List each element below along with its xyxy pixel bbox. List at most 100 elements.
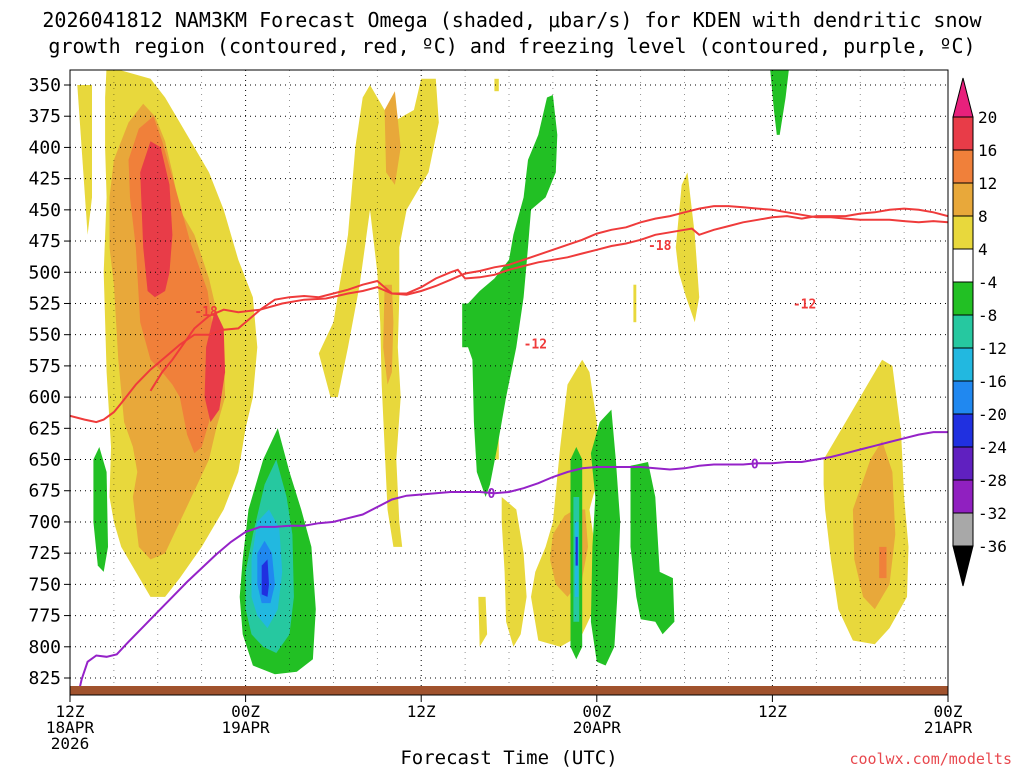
colorbar-label-10: -24 xyxy=(978,438,1007,457)
colorbar-box-4 xyxy=(952,215,974,250)
colorbar-box-5 xyxy=(952,248,974,283)
plot-frame xyxy=(69,69,949,696)
chart-title-line1: 2026041812 NAM3KM Forecast Omega (shaded… xyxy=(42,8,982,32)
omega-region-19 xyxy=(204,309,226,423)
omega-region-20 xyxy=(93,447,108,572)
colorbar-box-10 xyxy=(952,413,974,448)
colorbar-label-4: 4 xyxy=(978,240,988,259)
y-tick-label-375: 375 xyxy=(28,106,61,127)
y-tick-label-700: 700 xyxy=(28,512,61,533)
omega-region-12 xyxy=(384,91,401,185)
gridlines xyxy=(70,70,948,695)
colorbar-box-2 xyxy=(952,149,974,184)
colorbar-box-11 xyxy=(952,446,974,481)
colorbar-label-6: -8 xyxy=(978,306,997,325)
omega-region-6 xyxy=(501,497,527,647)
contour-label--18-1: -18 xyxy=(648,239,672,254)
omega-region-0 xyxy=(77,85,92,235)
contour-lines: -18 -18 -12 -12 0 0 xyxy=(70,205,948,695)
y-tick-label-400: 400 xyxy=(28,137,61,158)
colorbar-label-13: -36 xyxy=(978,537,1007,556)
y-tick-label-825: 825 xyxy=(28,668,61,689)
colorbar-box-3 xyxy=(952,182,974,217)
colorbar: 20 16 12 8 4 -4 -8 -12 -16 -20 -24 -28 -32 -36 xyxy=(952,77,1007,587)
omega-region-24 xyxy=(590,409,621,666)
contour-label-0-1: 0 xyxy=(751,457,759,472)
terrain-strip xyxy=(70,686,948,695)
x-tick-label-12-1: 19APR xyxy=(222,718,271,737)
y-tick-label-550: 550 xyxy=(28,325,61,346)
colorbar-bottom-arrow xyxy=(952,545,974,587)
contour-label--12-0: -12 xyxy=(524,337,547,352)
y-tick-label-675: 675 xyxy=(28,481,61,502)
y-tick-label-800: 800 xyxy=(28,637,61,658)
colorbar-label-8: -16 xyxy=(978,372,1007,391)
x-axis-title: Forecast Time (UTC) xyxy=(400,747,617,768)
y-tick-label-625: 625 xyxy=(28,418,61,439)
x-tick-label-0-0: 12Z xyxy=(56,702,85,721)
colorbar-label-3: 8 xyxy=(978,207,988,226)
omega-region-17 xyxy=(879,546,887,579)
colorbar-label-11: -28 xyxy=(978,471,1007,490)
x-tick-label-48-0: 12Z xyxy=(758,702,787,721)
y-tick-label-600: 600 xyxy=(28,387,61,408)
colorbar-box-8 xyxy=(952,347,974,382)
y-tick-label-650: 650 xyxy=(28,450,61,471)
contour-line-0 xyxy=(76,431,948,695)
y-tick-label-350: 350 xyxy=(28,75,61,96)
chart-title-line2: growth region (contoured, red, ºC) and f… xyxy=(48,34,975,58)
y-tick-label-725: 725 xyxy=(28,543,61,564)
colorbar-box-13 xyxy=(952,512,974,547)
omega-region-22 xyxy=(462,95,558,497)
omega-region-25 xyxy=(630,462,675,635)
y-tick-label-575: 575 xyxy=(28,356,61,377)
omega-region-2 xyxy=(318,78,439,547)
colorbar-top-arrow xyxy=(952,77,974,118)
colorbar-label-5: -4 xyxy=(978,273,997,292)
colorbar-label-12: -32 xyxy=(978,504,1007,523)
y-tick-label-750: 750 xyxy=(28,574,61,595)
omega-region-26 xyxy=(770,70,789,135)
omega-region-8 xyxy=(633,284,637,323)
omega-region-32 xyxy=(261,559,269,597)
omega-region-3 xyxy=(494,78,499,92)
x-tick-label-60-1: 21APR xyxy=(924,718,973,737)
omega-region-13 xyxy=(383,284,394,385)
omega-region-33 xyxy=(575,536,578,566)
plot-area: -18 -18 -12 -12 0 0 xyxy=(69,69,949,696)
y-tick-label-450: 450 xyxy=(28,200,61,221)
contour-label-0-0: 0 xyxy=(488,487,496,502)
colorbar-box-12 xyxy=(952,479,974,514)
colorbar-box-7 xyxy=(952,314,974,349)
colorbar-label-7: -12 xyxy=(978,339,1007,358)
omega-region-18 xyxy=(140,141,173,298)
colorbar-label-1: 16 xyxy=(978,141,997,160)
x-tick-label-0-2: 2026 xyxy=(51,734,90,753)
y-tick-label-475: 475 xyxy=(28,231,61,252)
colorbar-box-9 xyxy=(952,380,974,415)
omega-region-9 xyxy=(675,172,700,323)
colorbar-label-2: 12 xyxy=(978,174,997,193)
colorbar-box-6 xyxy=(952,281,974,316)
contour-line--18 xyxy=(149,205,948,392)
y-tick-label-425: 425 xyxy=(28,169,61,190)
x-tick-label-36-0: 00Z xyxy=(582,702,611,721)
omega-region-5 xyxy=(478,596,488,647)
x-tick-label-0-1: 18APR xyxy=(46,718,95,737)
x-tick-label-12-0: 00Z xyxy=(231,702,260,721)
y-tick-label-500: 500 xyxy=(28,262,61,283)
y-axis: 350 375 400 425 450 475 500 525 550 575 600 625 650 6… xyxy=(28,75,70,689)
y-tick-label-775: 775 xyxy=(28,606,61,627)
contour-line--12 xyxy=(70,207,948,424)
colorbar-label-0: 20 xyxy=(978,108,997,127)
x-tick-label-36-1: 20APR xyxy=(573,718,622,737)
omega-shading xyxy=(77,70,909,675)
credit-text: coolwx.com/modelts xyxy=(849,750,1012,768)
contour-label--18-0: -18 xyxy=(194,305,218,320)
x-tick-label-60-0: 00Z xyxy=(934,702,963,721)
y-tick-label-525: 525 xyxy=(28,293,61,314)
contour-label--12-1: -12 xyxy=(793,297,816,312)
x-tick-label-24-0: 12Z xyxy=(407,702,436,721)
